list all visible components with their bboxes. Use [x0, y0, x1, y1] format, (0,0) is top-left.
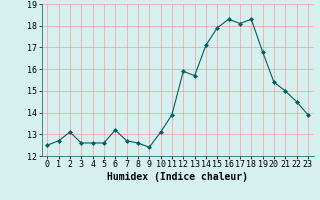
X-axis label: Humidex (Indice chaleur): Humidex (Indice chaleur) — [107, 172, 248, 182]
